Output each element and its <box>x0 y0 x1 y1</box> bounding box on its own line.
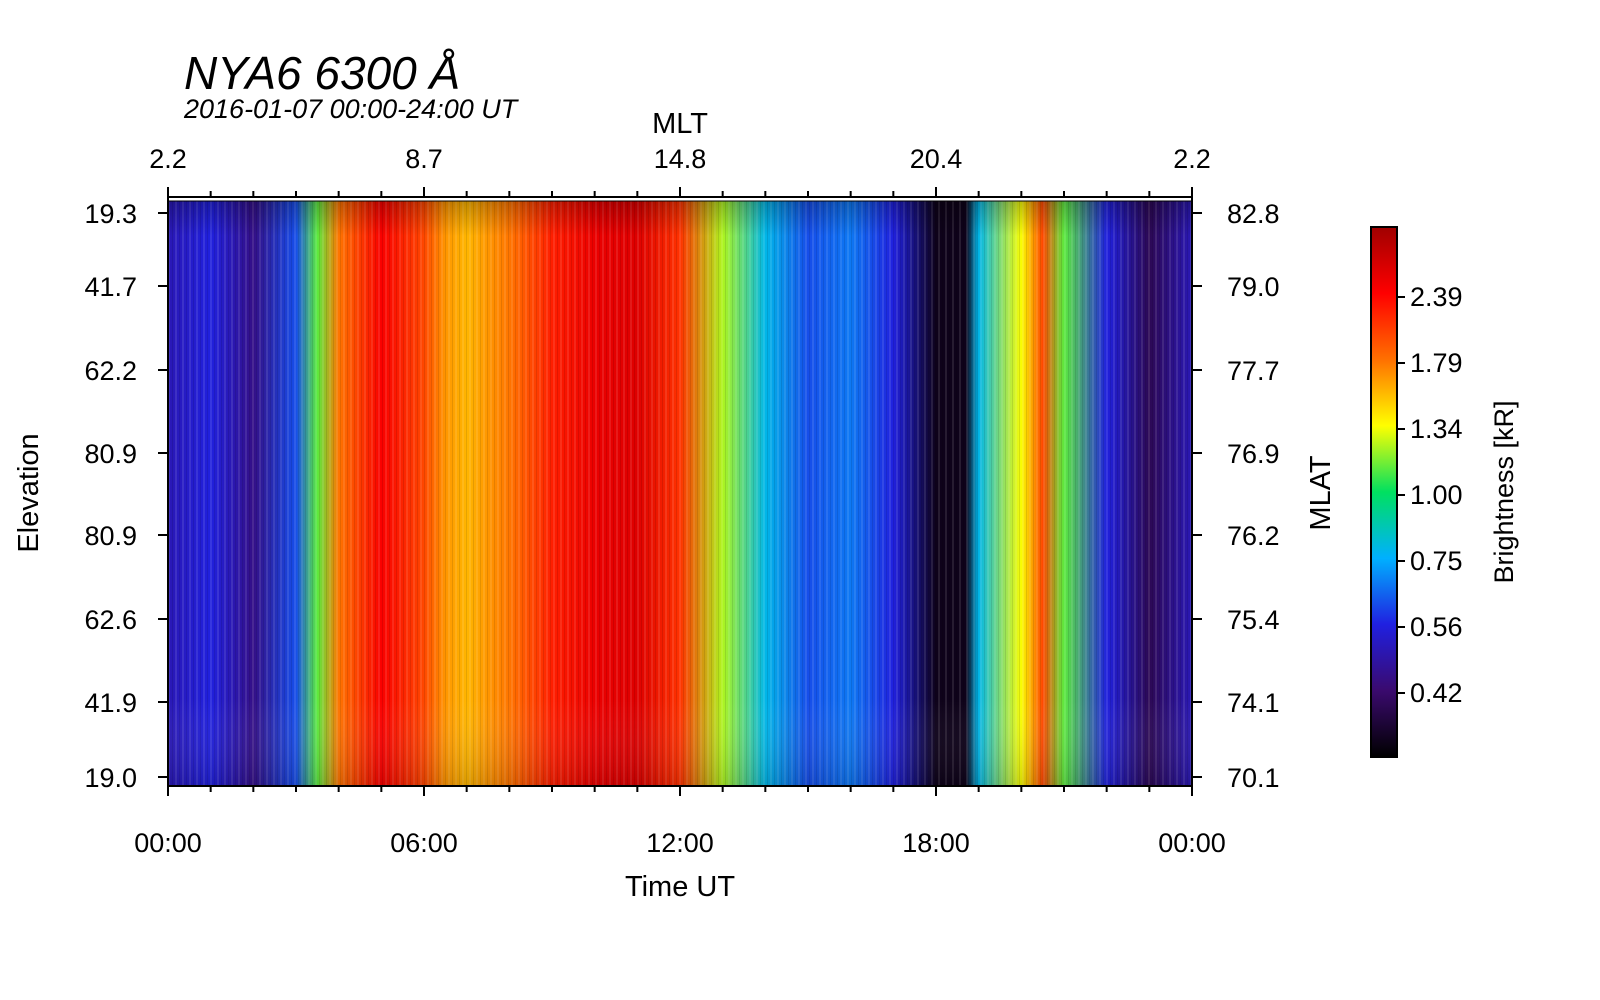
colorbar-gradient <box>1370 226 1398 758</box>
x-tick-label: 00:00 <box>1158 828 1226 858</box>
y-right-tick-label: 77.7 <box>1227 356 1280 386</box>
colorbar-tick-label: 1.79 <box>1410 348 1463 378</box>
x-top-tick-label: 2.2 <box>1173 144 1211 174</box>
colorbar-tick-label: 0.42 <box>1410 678 1463 708</box>
y-right-tick-label: 76.2 <box>1227 521 1280 551</box>
colorbar-tick-label: 1.34 <box>1410 414 1463 444</box>
y-tick-label: 62.6 <box>84 605 137 635</box>
x-top-axis-label: MLT <box>652 108 708 140</box>
y-right-tick-label: 75.4 <box>1227 605 1280 635</box>
x-axis-label: Time UT <box>625 871 735 903</box>
y-tick-label: 62.2 <box>84 356 137 386</box>
y-right-tick-label: 79.0 <box>1227 272 1280 302</box>
y-right-tick-label: 82.8 <box>1227 199 1280 229</box>
axes: 00:00 06:00 12:00 18:00 00:00 2.2 8.7 14.8 20.4 2… <box>84 144 1279 858</box>
colorbar-tick-label: 1.00 <box>1410 480 1463 510</box>
x-top-tick-label: 8.7 <box>405 144 443 174</box>
y-right-tick-label: 70.1 <box>1227 763 1280 793</box>
colorbar-tick-label: 0.56 <box>1410 612 1463 642</box>
x-tick-label: 18:00 <box>902 828 970 858</box>
plot-area <box>167 200 1193 787</box>
colorbar: 2.39 1.79 1.34 1.00 0.75 0.56 0.42 Brightness … <box>1370 226 1519 758</box>
x-top-tick-label: 14.8 <box>654 144 707 174</box>
heatmap-shading <box>168 201 1192 786</box>
x-top-tick-label: 2.2 <box>149 144 187 174</box>
colorbar-label: Brightness [kR] <box>1489 400 1519 583</box>
y-right-tick-label: 74.1 <box>1227 688 1280 718</box>
y-tick-label: 41.9 <box>84 688 137 718</box>
y-tick-label: 80.9 <box>84 521 137 551</box>
chart-title: NYA6 6300 Å <box>184 47 461 99</box>
y-right-tick-label: 76.9 <box>1227 439 1280 469</box>
y-tick-label: 80.9 <box>84 439 137 469</box>
y-tick-label: 41.7 <box>84 272 137 302</box>
colorbar-ticks: 2.39 1.79 1.34 1.00 0.75 0.56 0.42 <box>1397 282 1463 708</box>
colorbar-tick-label: 0.75 <box>1410 546 1463 576</box>
chart-subtitle: 2016-01-07 00:00-24:00 UT <box>184 94 518 124</box>
x-top-tick-label: 20.4 <box>910 144 963 174</box>
x-tick-label: 00:00 <box>134 828 202 858</box>
y-tick-label: 19.0 <box>84 763 137 793</box>
y-axis-label: Elevation <box>13 433 45 552</box>
y-right-axis-label: MLAT <box>1305 455 1337 530</box>
colorbar-tick-label: 2.39 <box>1410 282 1463 312</box>
x-tick-label: 12:00 <box>646 828 714 858</box>
x-tick-label: 06:00 <box>390 828 458 858</box>
y-tick-label: 19.3 <box>84 199 137 229</box>
